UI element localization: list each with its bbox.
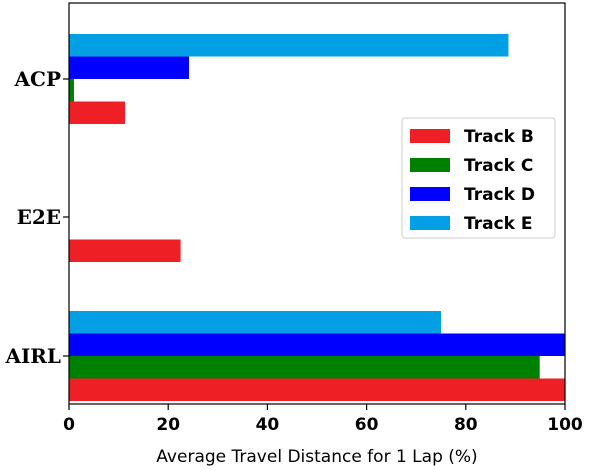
bar-airl-track-e — [69, 311, 441, 334]
axes-layer: 0 20 40 60 80 100 AIRL E2E ACP — [4, 67, 582, 435]
bar-acp-track-c — [69, 79, 74, 102]
bars-layer — [69, 34, 565, 401]
bar-acp-track-e — [69, 34, 509, 57]
legend-label-track-b: Track B — [464, 127, 534, 147]
x-tick-label: 40 — [256, 415, 280, 435]
x-tick-label: 20 — [156, 415, 180, 435]
bar-acp-track-b — [69, 101, 126, 124]
legend-swatch-track-b — [410, 129, 450, 143]
bar-acp-track-d — [69, 56, 190, 79]
x-axis-title: Average Travel Distance for 1 Lap (%) — [156, 447, 477, 467]
y-tick-label-e2e: E2E — [17, 205, 61, 229]
bar-e2e-track-b — [69, 239, 181, 262]
y-tick-label-acp: ACP — [14, 67, 61, 91]
legend-label-track-d: Track D — [464, 185, 535, 205]
legend-label-track-c: Track C — [464, 156, 533, 176]
legend-box — [401, 117, 556, 239]
legend: Track B Track C Track D Track E — [401, 117, 556, 239]
x-tick-label: 80 — [454, 415, 478, 435]
legend-swatch-track-d — [410, 187, 450, 201]
legend-swatch-track-e — [410, 216, 450, 230]
bar-airl-track-c — [69, 356, 540, 379]
bar-airl-track-d — [69, 333, 565, 356]
bar-airl-track-b — [69, 378, 565, 401]
legend-swatch-track-c — [410, 158, 450, 172]
legend-label-track-e: Track E — [464, 214, 533, 234]
x-tick-label: 60 — [355, 415, 379, 435]
x-tick-label: 0 — [63, 415, 75, 435]
x-tick-label: 100 — [547, 415, 583, 435]
y-tick-label-airl: AIRL — [4, 344, 61, 368]
plot-frame — [68, 2, 566, 405]
